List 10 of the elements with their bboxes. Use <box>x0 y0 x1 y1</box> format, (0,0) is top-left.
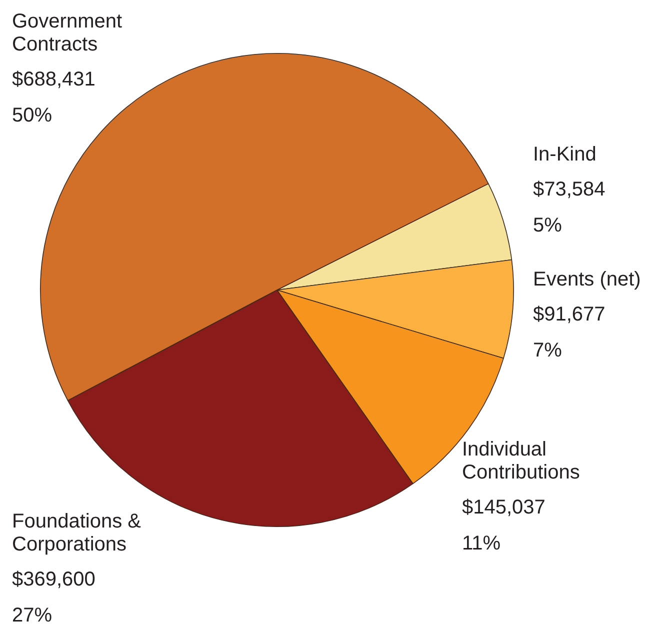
slice-label: Individual Contributions <box>462 438 580 484</box>
data-label: $369,600 27% <box>12 568 96 627</box>
data-label: $91,677 7% <box>533 304 606 362</box>
data-label: $73,584 5% <box>533 178 606 237</box>
slice-label: Government Contracts <box>12 10 122 56</box>
slice-label: Foundations & Corporations <box>12 510 142 556</box>
data-label: $688,431 50% <box>12 68 96 127</box>
slice-label: In-Kind <box>533 144 596 166</box>
slice-label: Events (net) <box>533 268 641 291</box>
data-label: $145,037 11% <box>462 496 546 555</box>
